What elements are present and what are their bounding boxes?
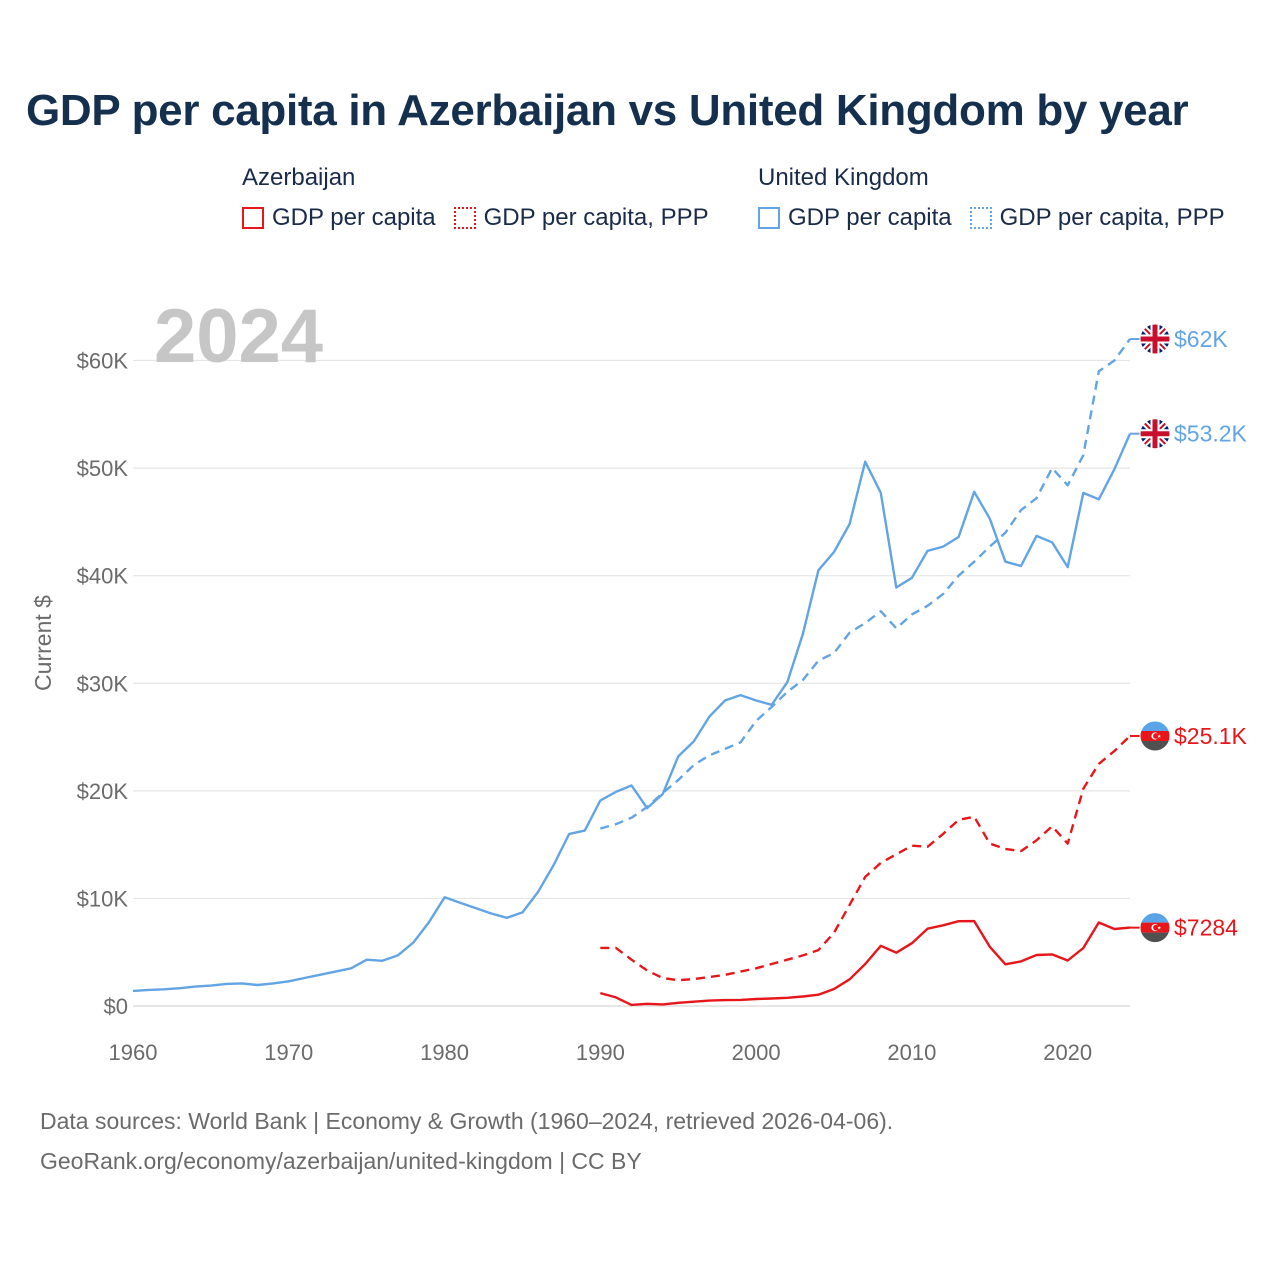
end-value-label: $53.2K — [1174, 421, 1248, 447]
legend-item-azerbaijan-gdp[interactable]: GDP per capita — [242, 204, 436, 232]
x-tick-label: 1990 — [576, 1040, 625, 1065]
y-tick-label: $30K — [77, 671, 129, 696]
series-line-azerbaijan-gdp[interactable] — [599, 919, 1131, 1007]
series-line-azerbaijan-ppp[interactable] — [600, 735, 1131, 982]
legend-group-azerbaijan: Azerbaijan GDP per capita GDP per capita… — [242, 162, 727, 232]
uk-flag-icon — [1139, 418, 1171, 450]
x-tick-label: 1970 — [264, 1040, 313, 1065]
legend-swatch-solid-red — [242, 207, 264, 229]
y-tick-label: $20K — [77, 779, 129, 804]
end-value-label: $7284 — [1174, 915, 1238, 941]
source-line-2: GeoRank.org/economy/azerbaijan/united-ki… — [40, 1148, 642, 1174]
legend-item-uk-gdp-ppp[interactable]: GDP per capita, PPP — [969, 204, 1225, 232]
chart-title: GDP per capita in Azerbaijan vs United K… — [26, 86, 1189, 135]
y-tick-label: $60K — [77, 349, 129, 374]
axis-layer: $0 $10K $20K $30K $40K $50K $60K 1960 1970 1980 19… — [77, 349, 1093, 1065]
y-tick-label: $40K — [77, 564, 129, 589]
series-line-uk-ppp[interactable] — [599, 338, 1131, 830]
legend-swatch-solid-blue — [758, 207, 780, 229]
legend-label: GDP per capita — [272, 204, 436, 231]
legend-label: GDP per capita, PPP — [483, 204, 709, 231]
x-tick-label: 2010 — [887, 1040, 936, 1065]
legend-swatch-dotted-red — [453, 207, 476, 229]
source-line-1: Data sources: World Bank | Economy & Gro… — [40, 1108, 894, 1134]
y-tick-label: $50K — [77, 456, 129, 481]
x-tick-label: 2020 — [1043, 1040, 1092, 1065]
legend-country-azerbaijan: Azerbaijan — [242, 164, 356, 191]
x-tick-label: 1980 — [420, 1040, 469, 1065]
azerbaijan-flag-icon — [1139, 912, 1171, 944]
azerbaijan-flag-icon — [1139, 720, 1171, 752]
legend-label: GDP per capita — [788, 204, 952, 231]
x-tick-label: 1960 — [109, 1040, 158, 1065]
legend-group-uk: United Kingdom GDP per capita GDP per ca… — [758, 162, 1243, 232]
legend-item-uk-gdp[interactable]: GDP per capita — [758, 204, 952, 232]
series-layer — [132, 338, 1132, 1007]
x-tick-label: 2000 — [732, 1040, 781, 1065]
end-value-label: $25.1K — [1174, 723, 1248, 749]
legend-item-azerbaijan-gdp-ppp[interactable]: GDP per capita, PPP — [453, 204, 709, 232]
grid-layer — [133, 359, 1130, 1007]
uk-flag-icon — [1139, 323, 1171, 355]
legend-swatch-dotted-blue — [969, 207, 992, 229]
legend-label: GDP per capita, PPP — [999, 204, 1225, 231]
legend-country-uk: United Kingdom — [758, 164, 929, 191]
marker-layer: $62K $53.2K $25.1K $7284 — [1130, 323, 1248, 944]
y-tick-label: $10K — [77, 886, 129, 911]
y-tick-label: $0 — [104, 994, 128, 1019]
series-line-uk-gdp[interactable] — [132, 433, 1132, 993]
y-axis-title: Current $ — [30, 595, 56, 691]
end-value-label: $62K — [1174, 326, 1228, 352]
year-watermark: 2024 — [154, 294, 323, 379]
